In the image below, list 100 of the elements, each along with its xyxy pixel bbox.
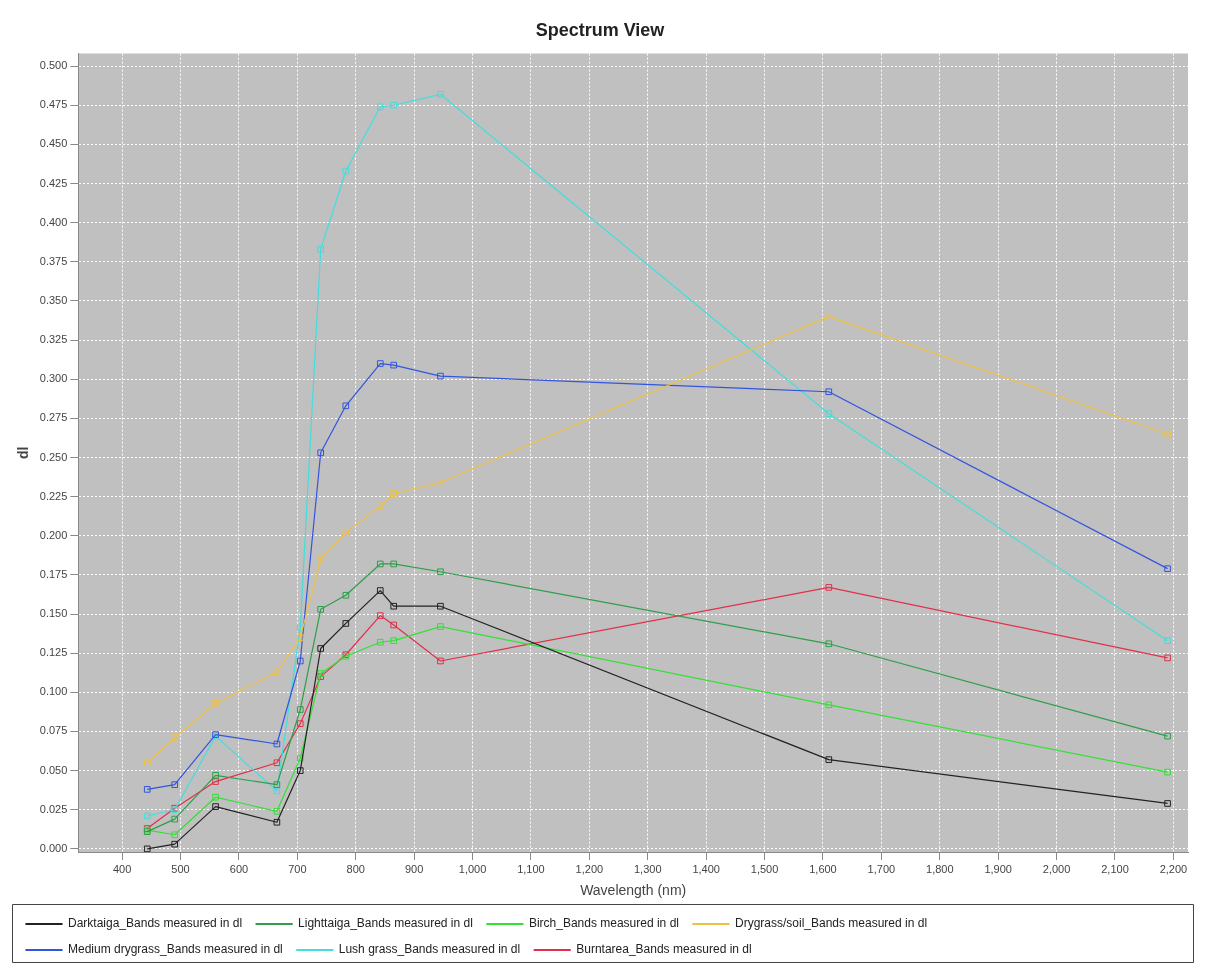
point <box>376 103 384 111</box>
point <box>212 778 219 785</box>
legend-label: Birch_Bands measured in dl <box>528 916 679 931</box>
point <box>296 634 304 641</box>
y-tick-label: 0.500 <box>39 59 68 72</box>
x-tick-label: 2,100 <box>1101 862 1129 875</box>
point <box>437 602 444 610</box>
x-tick-label: 500 <box>171 862 190 875</box>
point <box>212 699 219 707</box>
point <box>390 637 398 644</box>
point <box>437 372 444 380</box>
x-tick-label: 600 <box>229 862 249 875</box>
point <box>1164 800 1171 807</box>
x-tick-label: 1,100 <box>517 862 545 875</box>
point <box>1164 654 1171 662</box>
point <box>317 645 325 652</box>
y-tick-label: 0.275 <box>39 411 68 424</box>
point <box>342 167 350 175</box>
point <box>273 668 281 676</box>
point <box>437 623 444 630</box>
x-tick-label: 900 <box>404 862 424 875</box>
point <box>317 606 325 613</box>
legend-label: Burntarea_Bands measured in dl <box>576 942 752 957</box>
legend-label: Medium drygrass_Bands measured in dl <box>68 942 283 957</box>
point <box>171 815 179 823</box>
x-tick-label: 2,000 <box>1042 862 1071 875</box>
point <box>171 734 179 742</box>
point <box>143 812 151 820</box>
legend-label: Darktaiga_Bands measured in dl <box>68 916 243 931</box>
x-tick-label: 400 <box>112 862 132 875</box>
point <box>273 740 281 748</box>
point <box>1164 768 1171 776</box>
point <box>376 638 384 646</box>
point <box>437 657 444 665</box>
point <box>212 793 219 801</box>
y-tick-label: 0.125 <box>39 646 68 659</box>
y-tick-label: 0.100 <box>39 685 68 698</box>
point <box>273 818 281 826</box>
x-tick-label: 700 <box>288 862 307 875</box>
point <box>390 101 398 109</box>
x-tick-label: 1,400 <box>692 862 720 875</box>
y-tick-label: 0.450 <box>39 137 68 150</box>
point <box>1164 565 1171 572</box>
y-tick-label: 0.000 <box>39 841 68 854</box>
point <box>342 529 350 536</box>
point <box>171 831 179 839</box>
y-tick-label: 0.400 <box>39 215 68 228</box>
point <box>390 490 398 497</box>
y-tick-label: 0.300 <box>39 372 68 385</box>
point <box>273 759 281 767</box>
point <box>825 410 833 417</box>
point <box>376 560 384 568</box>
x-tick-label: 1,200 <box>575 862 604 875</box>
point <box>212 803 219 810</box>
legend-label: Drygrass/soil_Bands measured in dl <box>734 916 928 931</box>
point <box>212 771 219 779</box>
point <box>437 479 444 486</box>
x-tick-label: 800 <box>346 862 365 875</box>
point <box>143 845 151 852</box>
point <box>317 449 325 457</box>
point <box>825 313 833 320</box>
point <box>437 568 444 576</box>
point <box>273 807 281 815</box>
point <box>825 584 833 591</box>
x-axis-title: Wavelength (nm) <box>580 882 687 899</box>
y-tick-label: 0.175 <box>39 567 68 580</box>
point <box>171 840 179 848</box>
point <box>1164 637 1171 644</box>
point <box>376 587 384 594</box>
point <box>171 781 179 789</box>
x-tick-label: 1,900 <box>984 862 1012 875</box>
x-tick-label: 1,600 <box>809 862 837 875</box>
x-tick-label: 1,700 <box>867 862 896 875</box>
legend-label: Lush grass_Bands measured in dl <box>338 942 521 957</box>
point <box>437 90 444 98</box>
point <box>825 388 833 396</box>
point <box>143 786 151 793</box>
point <box>296 754 304 762</box>
point <box>296 706 304 713</box>
x-tick-label: 1,500 <box>750 862 779 875</box>
point <box>143 759 151 767</box>
legend-label: Lighttaiga_Bands measured in dl <box>298 916 473 931</box>
point <box>376 502 384 510</box>
y-tick-label: 0.250 <box>39 450 68 463</box>
y-tick-label: 0.200 <box>39 528 68 541</box>
point <box>390 602 398 610</box>
chart-title: Spectrum View <box>535 19 666 40</box>
point <box>1164 430 1171 438</box>
point <box>376 360 384 367</box>
point <box>273 787 281 795</box>
y-tick-label: 0.350 <box>39 293 68 306</box>
y-axis-title: dl <box>15 446 32 460</box>
point <box>825 701 833 709</box>
y-tick-label: 0.150 <box>39 607 68 620</box>
point <box>342 620 350 627</box>
point <box>296 767 304 774</box>
point <box>390 621 398 629</box>
point <box>273 781 281 789</box>
y-tick-label: 0.325 <box>39 333 68 346</box>
y-tick-label: 0.075 <box>39 724 68 737</box>
